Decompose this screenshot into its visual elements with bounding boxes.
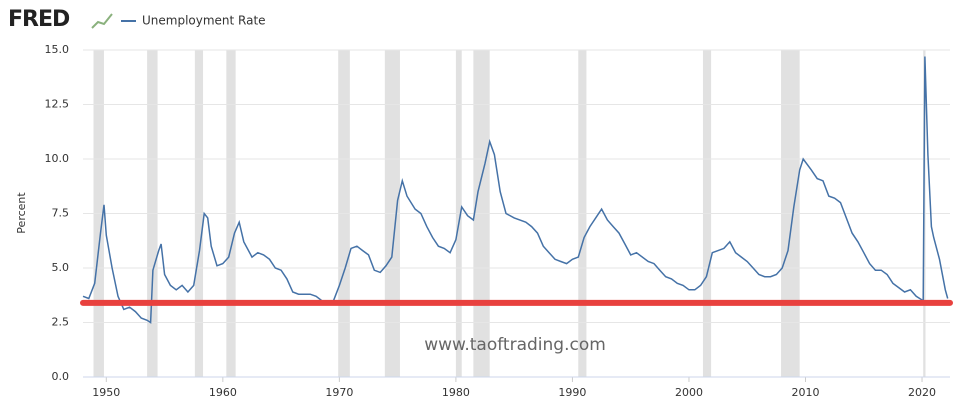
y-tick-label: 2.5 [52,316,70,329]
y-tick-label: 10.0 [45,152,70,165]
watermark: www.taoftrading.com [424,335,606,355]
y-axis-label: Percent [15,192,28,234]
data-line [82,56,949,324]
x-tick-label: 2010 [792,386,820,399]
x-tick-label: 1980 [442,386,470,399]
y-tick-label: 7.5 [52,207,70,220]
legend-label: Unemployment Rate [142,14,266,28]
y-tick-label: 0.0 [52,370,70,383]
plot: 0.0 2.5 5.0 7.5 10.0 12.5 15.0 1950 1960 1970 1980… [45,43,953,399]
y-tick-label: 12.5 [45,98,70,111]
y-tick-label: 15.0 [45,43,70,56]
x-tick-label: 1990 [558,386,586,399]
logo-icon [91,13,113,29]
x-tick-label: 1950 [92,386,120,399]
x-tick-label: 1960 [209,386,237,399]
brand-logo: FRED [8,7,70,32]
x-tick-label: 1970 [325,386,353,399]
x-tick-label: 2000 [675,386,703,399]
y-tick-label: 5.0 [52,261,70,274]
x-tick-label: 2020 [908,386,936,399]
